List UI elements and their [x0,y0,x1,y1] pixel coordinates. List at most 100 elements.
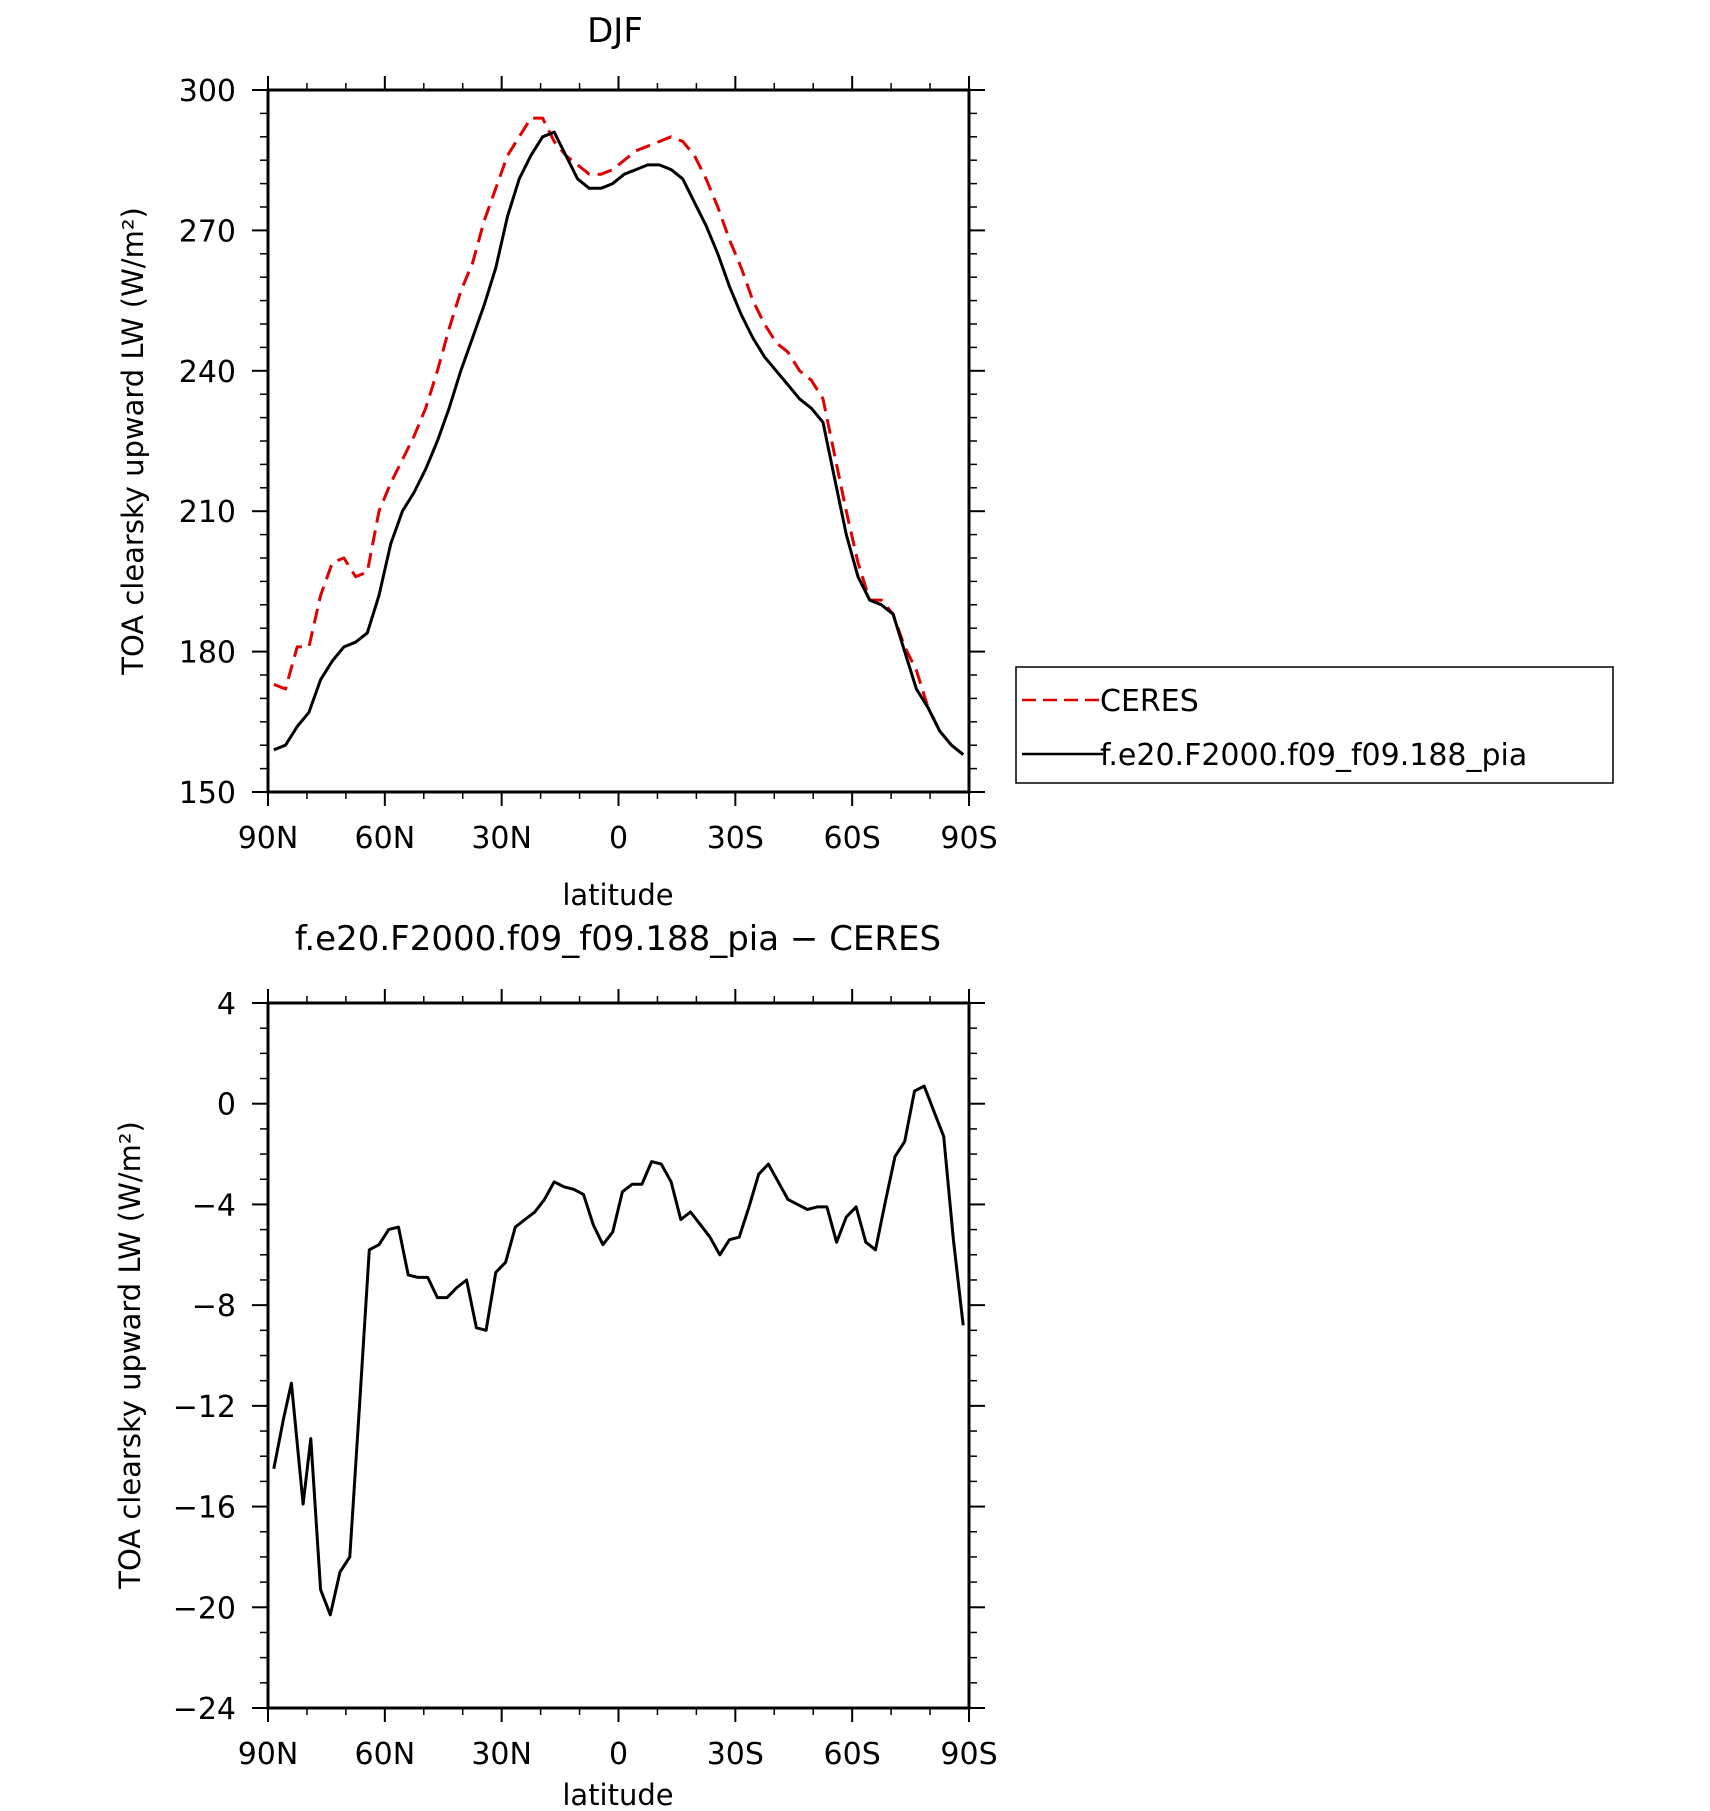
bottom-series-1-point [378,1244,380,1246]
top-y-tick-label: 300 [179,74,236,109]
top-series-1-point [705,178,707,180]
bottom-series-1-point [534,1211,536,1213]
bottom-series-1-point [485,1329,487,1331]
top-series-2-point [483,304,485,306]
top-series-2-point [857,576,859,578]
top-series-1-point [670,136,672,138]
bottom-series-1-point [651,1161,653,1163]
top-y-tick-label: 210 [179,495,236,530]
top-series-2-point [810,407,812,409]
bottom-y-tick-label: −20 [173,1591,236,1626]
bottom-series-1-point [826,1206,828,1208]
bottom-series-1-point [505,1261,507,1263]
bottom-y-tick-label: 4 [217,987,236,1022]
top-series-2-point [612,183,614,185]
top-x-tick-label: 30N [471,821,532,856]
top-x-tick-label: 60N [355,821,416,856]
bottom-series-1-point [273,1468,275,1470]
top-chart: DJF 90N 60N 30N 0 30S 60S 90S 150 180 210 240 270 30… [116,11,1614,912]
bottom-series-1-point [329,1614,331,1616]
bottom-series-1-point [875,1249,877,1251]
top-x-tick-label: 90S [940,821,997,856]
bottom-series-1-point [514,1226,516,1228]
top-series-2-point [413,492,415,494]
top-series-2-point [425,468,427,470]
top-x-tick-label: 60S [824,821,881,856]
top-series-2-point [600,187,602,189]
top-series-2-point [904,651,906,653]
top-series-2-point [553,131,555,133]
top-series-1-point [390,482,392,484]
bottom-series-1-point [680,1219,682,1221]
bottom-series-1-point [427,1277,429,1279]
bottom-series-1-point [777,1181,779,1183]
bottom-series-1-point [894,1156,896,1158]
bottom-chart-title: f.e20.F2000.f09_f09.188_pia − CERES [295,919,941,959]
top-series-1-point [320,595,322,597]
bottom-series-1-point [699,1224,701,1226]
bottom-y-axis-label: TOA clearsky upward LW (W/m²) [113,1121,147,1590]
top-series-2-point [764,356,766,358]
bottom-series-line-1 [272,1084,965,1617]
bottom-series-1-point [641,1183,643,1185]
top-series-1-point [402,459,404,461]
top-y-tick-label: 240 [179,355,236,390]
top-series-2-point [635,169,637,171]
bottom-series-1-point [398,1226,400,1228]
top-series-2-point [962,754,964,756]
bottom-series-1-point [283,1418,285,1420]
bottom-axis-ticks: 90N 60N 30N 0 30S 60S 90S 4 0 −4 −8 −12 −16 −20 −24 [173,987,998,1772]
top-series-1-point [682,141,684,143]
bottom-series-1-point [359,1405,361,1407]
bottom-series-1-point [466,1279,468,1281]
bottom-series-1-point [904,1141,906,1143]
bottom-series-1-point [855,1206,857,1208]
bottom-series-1-point [388,1229,390,1231]
top-series-1-point [285,688,287,690]
bottom-series-1-point [456,1287,458,1289]
top-series-1-point [472,262,474,264]
legend-box [1015,666,1614,784]
top-series-2-point [682,178,684,180]
bottom-series-1-point [748,1206,750,1208]
bottom-series-1-point [368,1249,370,1251]
top-series-1-point [366,571,368,573]
top-series-1-point [495,187,497,189]
top-series-1-point [881,599,883,601]
top-series-1-point [355,576,357,578]
bottom-series-1-point [962,1324,964,1326]
top-x-tick-label: 0 [609,821,628,856]
top-series-1-point [612,169,614,171]
top-series-1-point [810,379,812,381]
top-axis-ticks: 90N 60N 30N 0 30S 60S 90S 150 180 210 240 270 300 [179,74,998,856]
top-series-2-point [659,164,661,166]
legend-label-ceres: CERES [1100,684,1199,719]
top-series-2-point [740,314,742,316]
top-series-2-point [308,712,310,714]
top-series-2-point [834,478,836,480]
bottom-series-1-point [738,1236,740,1238]
top-series-2-point [623,173,625,175]
top-series-2-point [845,534,847,536]
bottom-series-1-point [660,1163,662,1165]
top-series-2-point [670,169,672,171]
bottom-series-1-point [612,1231,614,1233]
top-series-2-point [705,225,707,227]
bottom-series-1-point [797,1204,799,1206]
top-series-2-point [752,337,754,339]
bottom-series-1-point [690,1211,692,1213]
bottom-series-1-point [349,1556,351,1558]
top-y-tick-label: 150 [179,776,236,811]
top-series-1-point [437,370,439,372]
top-series-1-point [588,173,590,175]
top-series-2-point [355,641,357,643]
bottom-series-1-point [563,1186,565,1188]
bottom-series-1-point [768,1163,770,1165]
top-series-2-point [799,398,801,400]
top-series-2-point [530,155,532,157]
top-series-2-point [916,688,918,690]
top-y-tick-label: 270 [179,214,236,249]
bottom-x-tick-label: 30S [707,1737,764,1772]
top-series-2-point [647,164,649,166]
bottom-y-tick-label: −24 [173,1692,236,1727]
